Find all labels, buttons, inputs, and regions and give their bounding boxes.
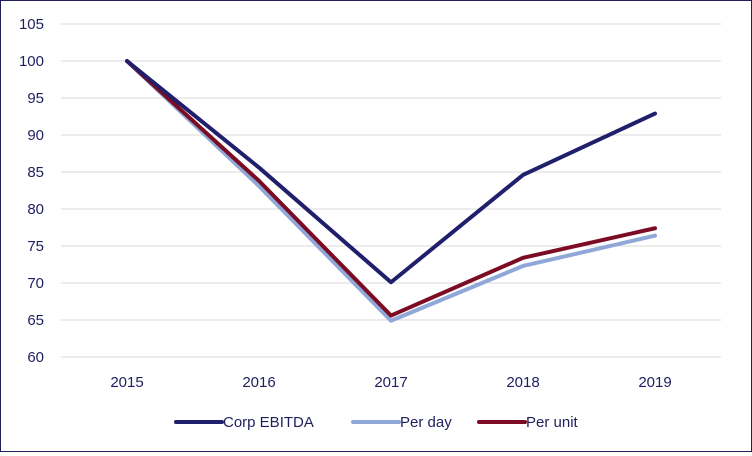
x-tick-label: 2019 (638, 374, 671, 391)
y-tick-label: 80 (27, 201, 44, 218)
y-tick-label: 70 (27, 275, 44, 292)
y-tick-label: 60 (27, 349, 44, 366)
x-tick-label: 2016 (242, 374, 275, 391)
legend-label: Per unit (526, 414, 579, 431)
x-tick-label: 2017 (374, 374, 407, 391)
y-tick-label: 90 (27, 127, 44, 144)
y-tick-label: 65 (27, 312, 44, 329)
y-axis-ticks: 60 65 70 75 80 85 90 95 100 105 (19, 16, 44, 366)
y-tick-label: 95 (27, 90, 44, 107)
y-tick-label: 100 (19, 53, 44, 70)
y-tick-label: 85 (27, 164, 44, 181)
legend: Corp EBITDA Per day Per unit (176, 414, 579, 431)
x-axis-ticks: 2015 2016 2017 2018 2019 (110, 374, 671, 391)
series-lines (127, 61, 655, 321)
gridlines (61, 24, 721, 320)
legend-label: Per day (400, 414, 452, 431)
x-tick-label: 2018 (506, 374, 539, 391)
series-line-per-unit (127, 61, 655, 316)
x-tick-label: 2015 (110, 374, 143, 391)
y-tick-label: 75 (27, 238, 44, 255)
y-tick-label: 105 (19, 16, 44, 33)
legend-label: Corp EBITDA (223, 414, 314, 431)
